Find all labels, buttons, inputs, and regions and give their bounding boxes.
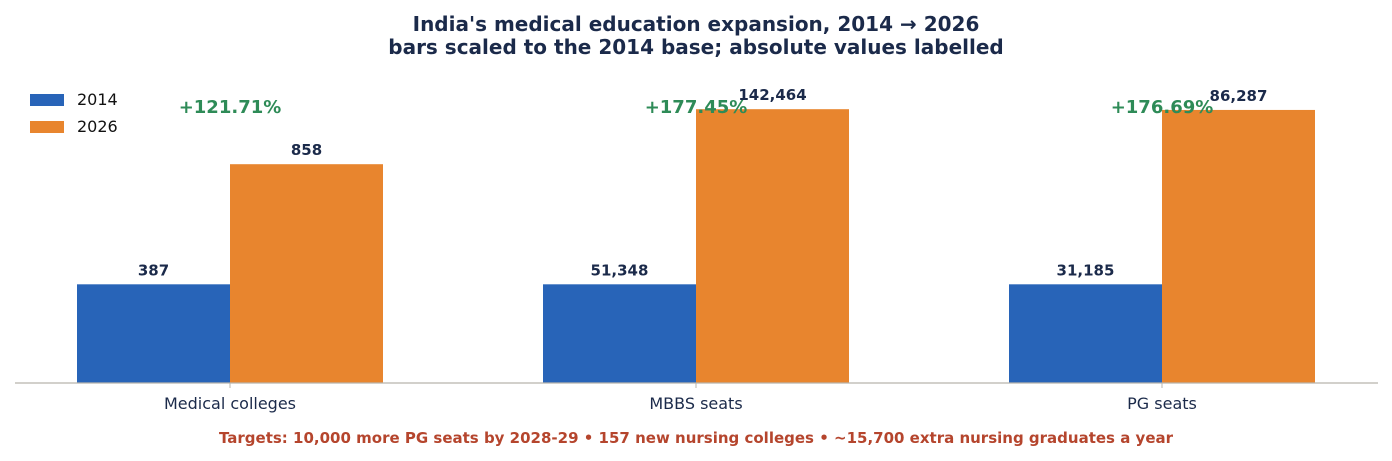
x-tick-label-1: MBBS seats [649, 394, 742, 413]
x-tick-label-2: PG seats [1127, 394, 1197, 413]
footnote: Targets: 10,000 more PG seats by 2028-29… [218, 429, 1174, 447]
growth-label-1: +177.45% [645, 97, 748, 118]
value-label-2014-2: 31,185 [1057, 261, 1115, 279]
bar-2026-0 [230, 164, 383, 383]
bar-2014-2 [1009, 284, 1162, 383]
value-label-2014-0: 387 [138, 261, 169, 279]
legend-swatch-2026 [30, 120, 64, 133]
x-tick-label-0: Medical colleges [164, 394, 296, 413]
chart-subtitle: bars scaled to the 2014 base; absolute v… [388, 35, 1004, 59]
legend-label-2014: 2014 [77, 90, 118, 109]
value-label-2026-1: 142,464 [738, 86, 806, 104]
chart-title: India's medical education expansion, 201… [412, 12, 980, 36]
legend-label-2026: 2026 [77, 117, 118, 136]
value-label-2014-1: 51,348 [591, 261, 649, 279]
value-label-2026-2: 86,287 [1210, 87, 1268, 105]
legend-item-2014: 2014 [30, 86, 118, 113]
value-label-2026-0: 858 [291, 141, 322, 159]
legend-item-2026: 2026 [30, 113, 118, 140]
bar-2026-2 [1162, 109, 1315, 383]
bar-2026-1 [696, 109, 849, 383]
bar-2014-0 [77, 284, 230, 383]
bar-2014-1 [543, 284, 696, 383]
legend: 2014 2026 [30, 86, 118, 140]
growth-label-0: +121.71% [179, 97, 282, 118]
growth-label-2: +176.69% [1111, 97, 1214, 118]
legend-swatch-2014 [30, 93, 64, 106]
